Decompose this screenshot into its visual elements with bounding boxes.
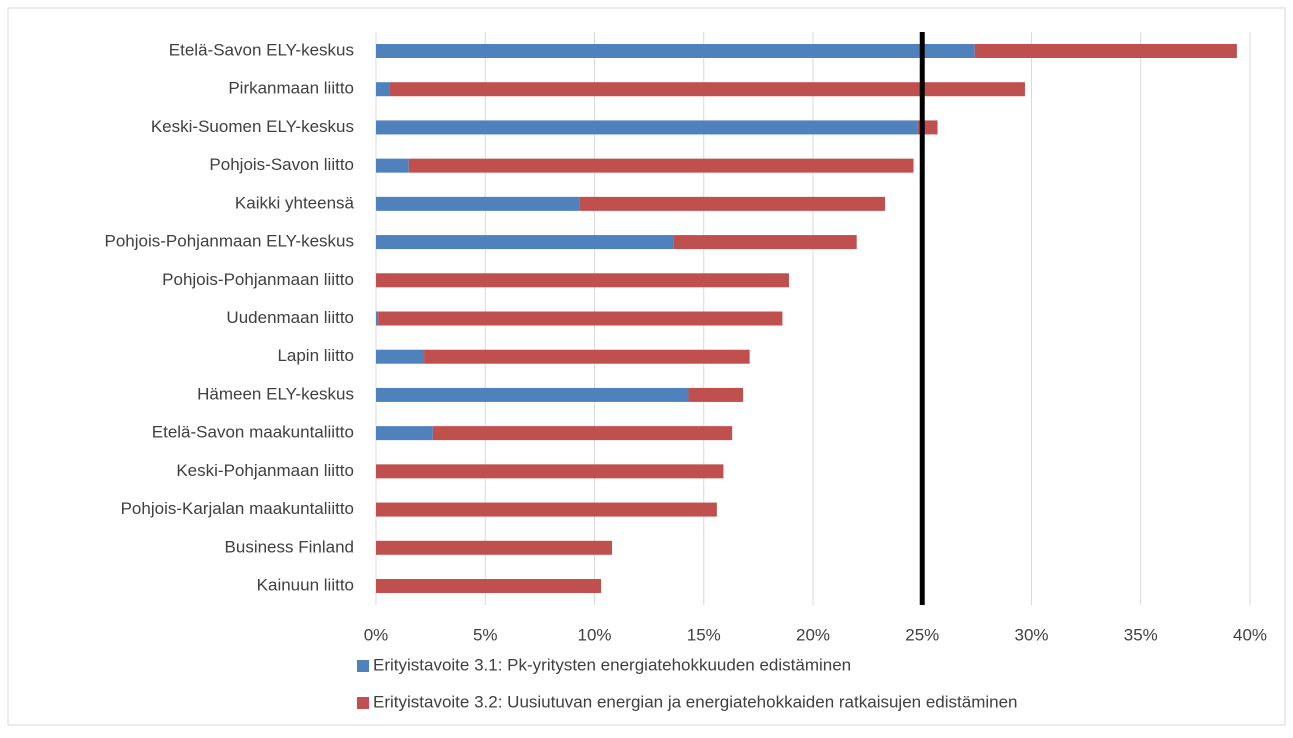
- y-tick-label: Pohjois-Savon liitto: [209, 155, 354, 174]
- legend-label: Erityistavoite 3.2: Uusiutuvan energian …: [373, 692, 1018, 711]
- bar-segment: [376, 464, 724, 479]
- y-tick-label: Kaikki yhteensä: [235, 193, 355, 212]
- bar-segment: [376, 349, 425, 364]
- y-tick-label: Business Finland: [225, 537, 354, 556]
- bar-segment: [673, 235, 857, 250]
- bar-segment: [688, 387, 744, 402]
- y-tick-label: Pohjois-Karjalan maakuntaliitto: [121, 499, 354, 518]
- y-tick-label: Etelä-Savon maakuntaliitto: [152, 423, 354, 442]
- bar-segment: [376, 44, 975, 58]
- bar-segment: [376, 82, 390, 97]
- bar-segment: [408, 158, 914, 173]
- y-tick-label: Pohjois-Pohjanmaan ELY-keskus: [105, 232, 354, 251]
- bar-segment: [424, 349, 750, 364]
- bar-segment: [376, 540, 612, 555]
- y-tick-label: Pirkanmaan liitto: [228, 79, 354, 98]
- bar-segment: [974, 44, 1237, 58]
- y-tick-label: Etelä-Savon ELY-keskus: [169, 40, 354, 59]
- legend-swatch: [357, 660, 369, 672]
- bar-segment: [376, 235, 674, 250]
- bar-segment: [376, 426, 433, 441]
- bar-segment: [376, 273, 789, 288]
- bar-segment: [579, 196, 886, 211]
- y-tick-label: Kainuun liitto: [257, 575, 354, 594]
- bar-segment: [432, 426, 733, 441]
- y-tick-label: Pohjois-Pohjanmaan liitto: [162, 270, 354, 289]
- x-tick-label: 20%: [796, 625, 830, 644]
- x-tick-label: 10%: [577, 625, 611, 644]
- legend-swatch: [357, 697, 369, 709]
- y-tick-label: Keski-Suomen ELY-keskus: [151, 117, 354, 136]
- bar-segment: [376, 158, 409, 173]
- x-tick-label: 40%: [1233, 625, 1267, 644]
- x-tick-label: 0%: [364, 625, 389, 644]
- x-tick-label: 25%: [905, 625, 939, 644]
- bar-segment: [376, 502, 717, 517]
- bar-segment: [376, 311, 379, 326]
- chart-border: [7, 7, 1286, 726]
- bar-segment: [376, 196, 580, 211]
- bar-segment: [376, 387, 689, 402]
- x-tick-label: 5%: [473, 625, 498, 644]
- x-tick-label: 15%: [687, 625, 721, 644]
- x-tick-label: 30%: [1014, 625, 1048, 644]
- bar-segment: [378, 311, 783, 326]
- y-tick-label: Keski-Pohjanmaan liitto: [176, 461, 354, 480]
- y-tick-label: Uudenmaan liitto: [226, 308, 354, 327]
- bar-segment: [376, 120, 918, 135]
- bar-segment: [389, 82, 1025, 97]
- x-tick-label: 35%: [1124, 625, 1158, 644]
- bar-segment: [376, 579, 602, 593]
- legend-label: Erityistavoite 3.1: Pk-yritysten energia…: [373, 655, 851, 674]
- y-tick-label: Hämeen ELY-keskus: [197, 384, 354, 403]
- y-tick-label: Lapin liitto: [277, 346, 354, 365]
